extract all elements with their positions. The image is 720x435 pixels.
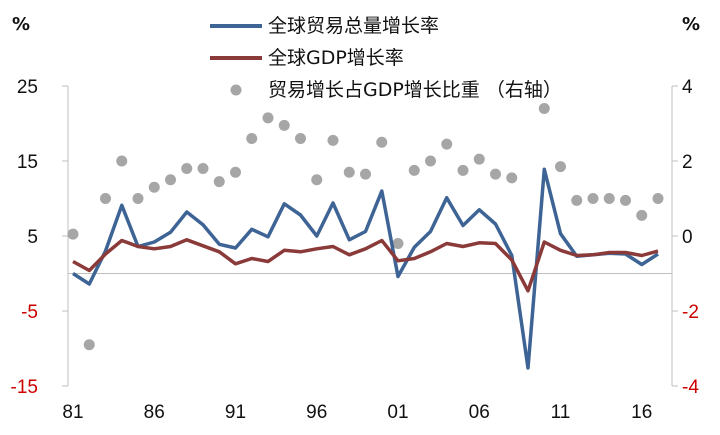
ratio-point <box>67 228 79 240</box>
right-tick-label: 4 <box>682 77 693 98</box>
ratio-point <box>246 133 258 144</box>
legend: 全球贸易总量增长率 全球GDP增长率 贸易增长占GDP增长比重 （右轴） <box>210 15 562 101</box>
right-axis-ticks: 4 2 0 -2 -4 <box>672 77 699 398</box>
ratio-point <box>408 164 420 176</box>
left-tick-label: 5 <box>27 227 38 248</box>
left-axis-unit: % <box>12 14 30 35</box>
ratio-point <box>441 138 453 150</box>
ratio-point <box>392 238 404 249</box>
series-layer <box>67 103 664 370</box>
legend-label-trade: 全球贸易总量增长率 <box>268 15 439 37</box>
x-tick-label: 01 <box>387 402 408 423</box>
ratio-point <box>376 136 388 148</box>
right-axis-unit: % <box>682 14 700 35</box>
left-tick-label: -15 <box>11 377 38 398</box>
left-tick-label: 25 <box>17 77 38 98</box>
ratio-point <box>360 168 371 180</box>
legend-label-gdp: 全球GDP增长率 <box>268 47 404 69</box>
ratio-point <box>181 163 193 174</box>
ratio-point <box>311 174 323 186</box>
x-tick-label: 11 <box>551 402 571 423</box>
left-tick-label: 15 <box>17 152 38 173</box>
x-tick-label: 81 <box>62 402 83 423</box>
ratio-point <box>457 164 469 176</box>
ratio-point <box>587 193 599 204</box>
ratio-point <box>83 339 95 351</box>
ratio-point <box>197 163 209 174</box>
ratio-point <box>132 193 144 204</box>
right-tick-label: -2 <box>682 302 699 323</box>
legend-swatch-ratio <box>230 84 242 96</box>
right-tick-label: 0 <box>682 227 693 248</box>
ratio-point <box>100 193 111 204</box>
ratio-point <box>295 133 306 144</box>
gdp-growth-line <box>72 238 659 293</box>
left-tick-label: -5 <box>21 302 38 323</box>
ratio-point <box>636 209 648 221</box>
ratio-point <box>571 194 583 206</box>
ratio-point <box>327 134 339 146</box>
ratio-point <box>652 193 664 204</box>
ratio-point <box>506 172 518 184</box>
ratio-point <box>555 161 566 173</box>
legend-label-ratio: 贸易增长占GDP增长比重 （右轴） <box>268 79 562 101</box>
right-tick-label: -4 <box>682 377 699 398</box>
ratio-point <box>473 153 485 165</box>
x-axis-ticks: 81 86 91 96 01 06 11 16 <box>62 402 652 423</box>
right-tick-label: 2 <box>682 152 693 173</box>
ratio-point <box>116 155 128 167</box>
x-tick-label: 06 <box>469 402 490 423</box>
ratio-point <box>165 174 176 186</box>
x-tick-label: 86 <box>144 402 165 423</box>
ratio-point <box>262 112 274 124</box>
ratio-point <box>213 176 225 188</box>
trade-growth-line <box>72 167 659 370</box>
x-tick-label: 91 <box>225 402 246 423</box>
ratio-point <box>425 155 436 167</box>
ratio-point <box>148 181 160 193</box>
ratio-point <box>538 103 550 114</box>
x-tick-label: 16 <box>631 402 652 423</box>
ratio-point <box>603 193 615 204</box>
ratio-point <box>343 166 355 178</box>
left-axis-ticks: 25 15 5 -5 -15 <box>11 77 68 398</box>
ratio-point <box>230 166 241 178</box>
ratio-point <box>278 119 290 131</box>
ratio-point <box>620 194 631 206</box>
ratio-point <box>490 168 501 180</box>
x-tick-label: 96 <box>306 402 327 423</box>
